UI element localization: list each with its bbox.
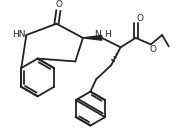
Text: O: O [137, 14, 144, 22]
Polygon shape [83, 35, 102, 40]
Text: O: O [149, 45, 156, 54]
Text: H: H [105, 30, 111, 39]
Text: N: N [94, 30, 101, 39]
Text: HN: HN [12, 30, 26, 39]
Text: O: O [56, 0, 63, 9]
